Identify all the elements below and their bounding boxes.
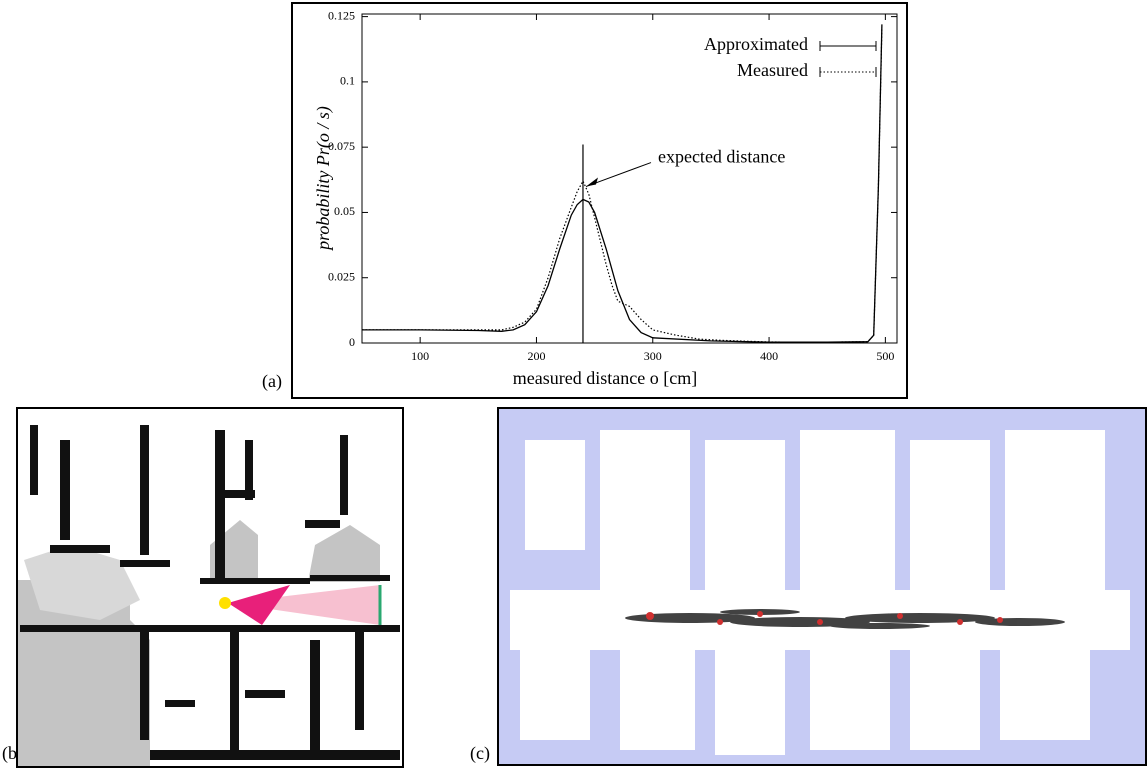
legend-label: Measured	[737, 60, 808, 80]
y-tick-label: 0	[349, 335, 355, 349]
plot-area	[361, 13, 898, 344]
y-tick-label: 0.125	[328, 8, 355, 22]
y-axis-label: probability Pr(o / s)	[313, 106, 334, 252]
x-tick-label: 200	[527, 349, 545, 363]
x-axis-label: measured distance o [cm]	[513, 368, 697, 388]
panel-label: (a)	[262, 371, 282, 392]
annotation: expected distance	[658, 147, 785, 167]
annotation-arrowhead	[585, 177, 598, 187]
x-tick-label: 400	[760, 349, 778, 363]
y-tick-label: 0.05	[334, 204, 355, 218]
y-tick-label: 0.1	[340, 74, 355, 88]
panel-c-image	[497, 407, 1147, 766]
x-tick-label: 100	[411, 349, 429, 363]
panel-b-image	[16, 407, 404, 768]
panel-label: (c)	[470, 743, 490, 764]
legend-label: Approximated	[704, 34, 808, 54]
y-tick-label: 0.075	[328, 139, 355, 153]
x-tick-label: 300	[644, 349, 662, 363]
x-tick-label: 500	[876, 349, 894, 363]
y-tick-label: 0.025	[328, 269, 355, 283]
annotation-arrow	[585, 162, 652, 188]
panel-a-frame	[291, 2, 908, 399]
